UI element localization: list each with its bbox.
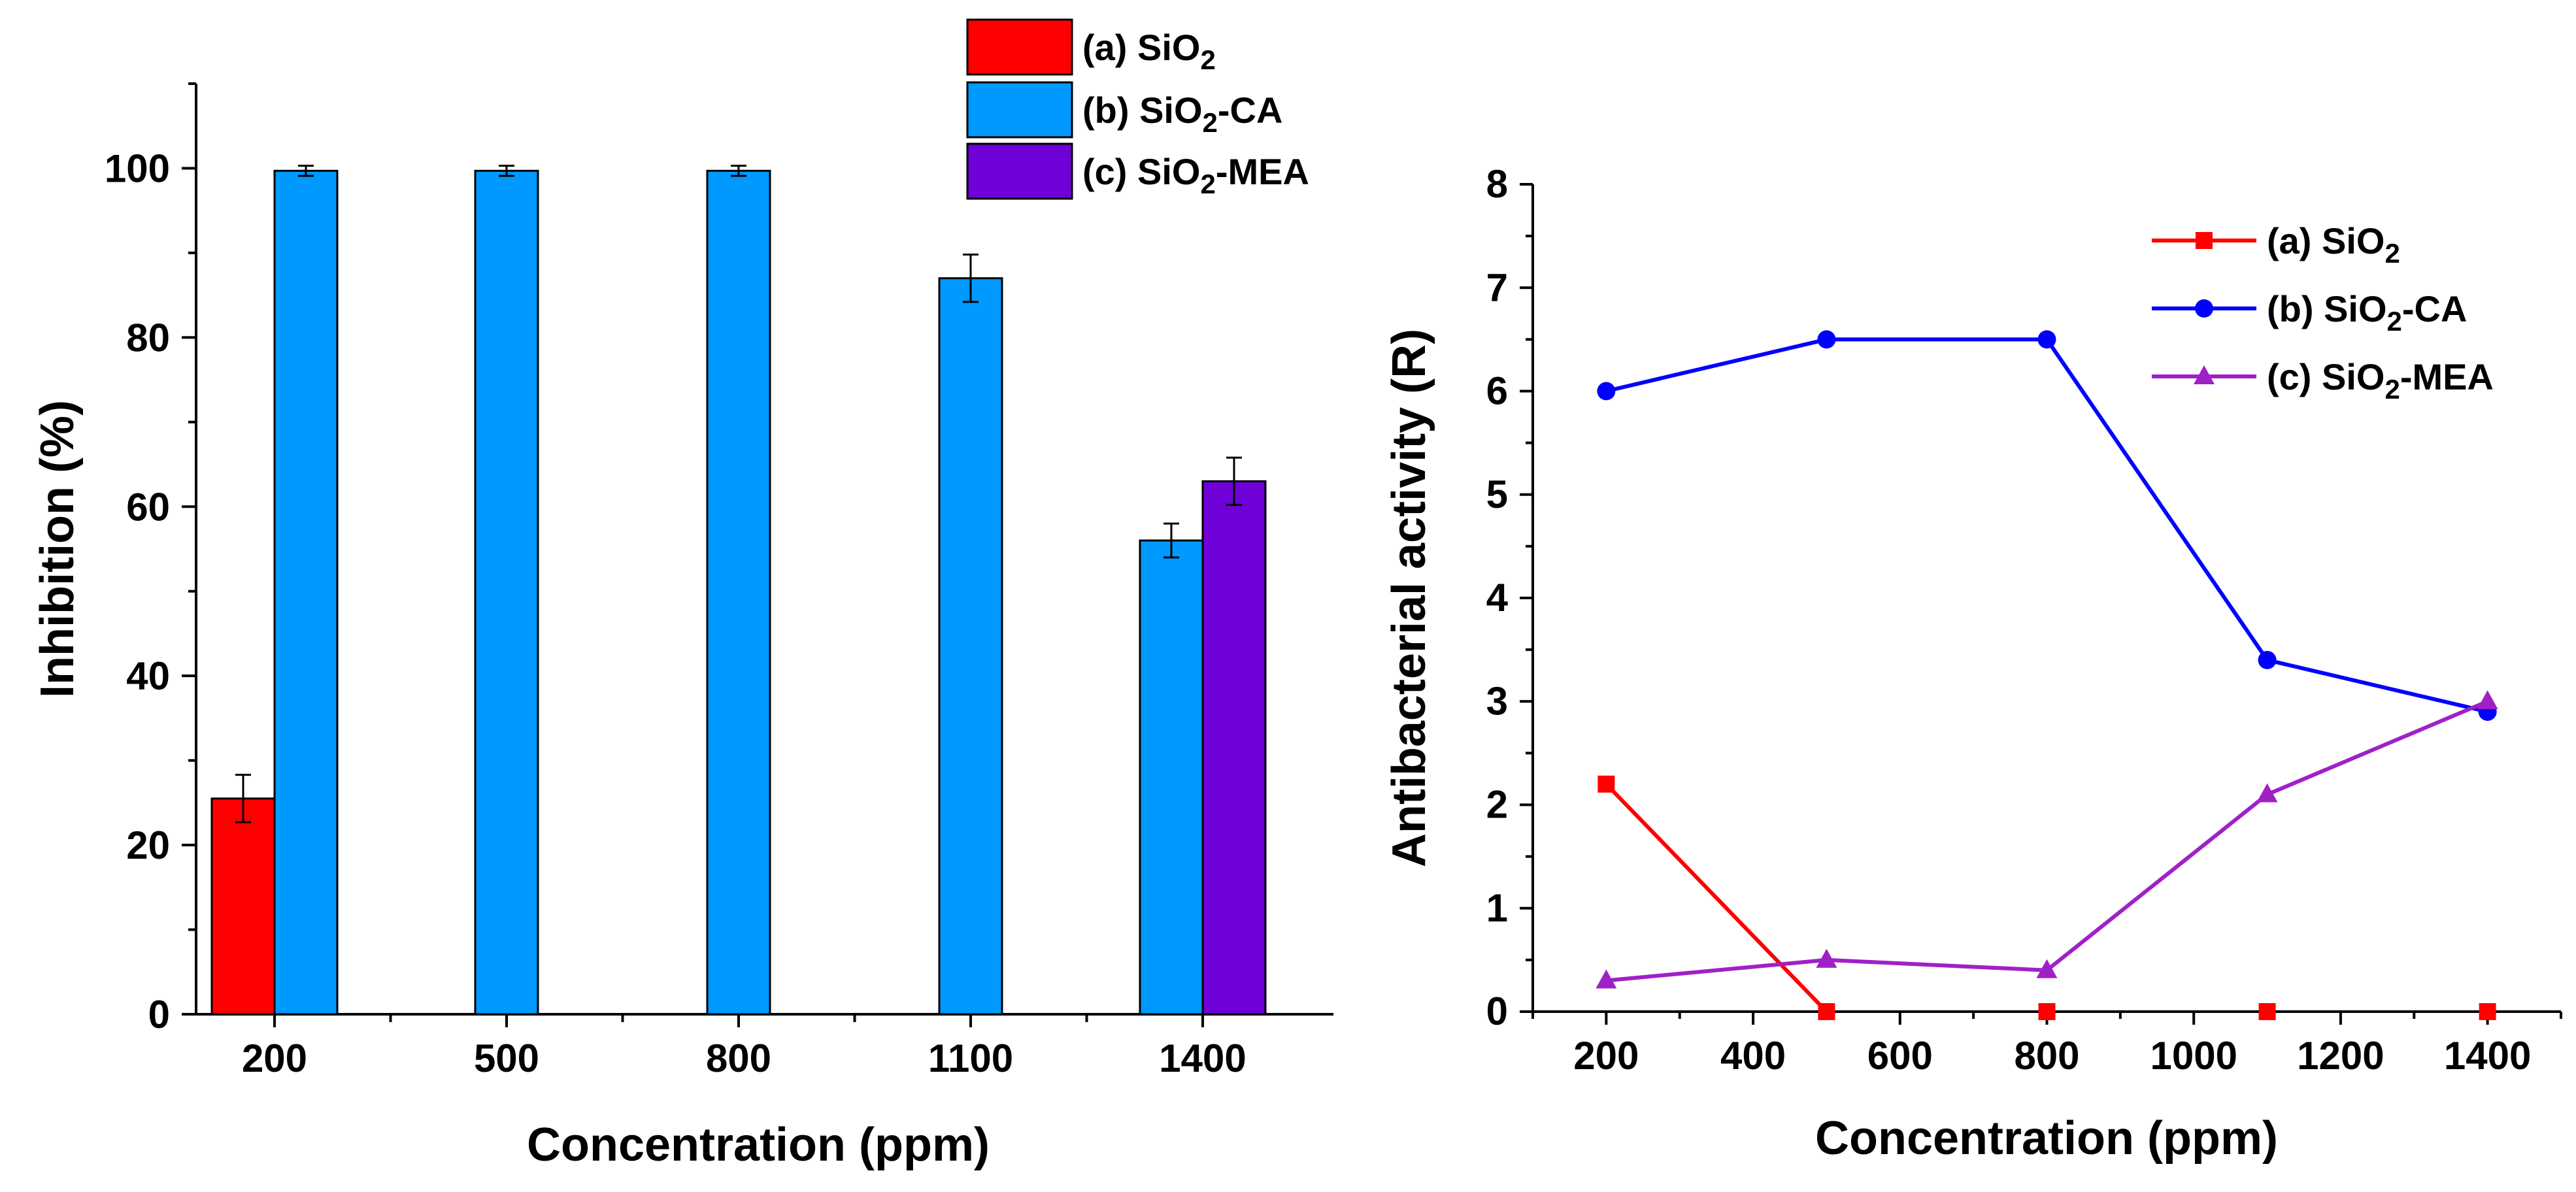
line-y-axis-title: Antibacterial activity (R) [1383, 329, 1435, 867]
line-y-tick-label: 2 [1486, 783, 1508, 827]
point-0-3 [2258, 1003, 2276, 1020]
bar-legend-swatch-1 [966, 81, 1073, 139]
point-0-2 [2038, 1003, 2056, 1020]
bar-1-3 [938, 277, 1003, 1016]
line-legend-label-2: (c) SiO2-MEA [2267, 356, 2494, 405]
bar-x-tick-label: 800 [706, 1036, 771, 1080]
line-y-tick-label: 8 [1486, 162, 1508, 206]
bar-y-tick-label: 80 [126, 316, 170, 359]
bar-y-axis-title: Inhibition (%) [31, 400, 84, 698]
bar-y-tick-label: 60 [126, 485, 170, 529]
bar-x-tick-label: 1100 [928, 1036, 1013, 1080]
bar-x-tick-label: 1400 [1159, 1036, 1246, 1080]
bar-y-tick-label: 0 [148, 993, 170, 1036]
point-2-2 [2036, 959, 2058, 978]
line-legend-marker-2 [2194, 365, 2215, 384]
line-y-tick-label: 5 [1486, 472, 1508, 516]
line-y-tick-label: 3 [1486, 679, 1508, 723]
point-2-1 [1816, 948, 1837, 968]
line-y-tick-label: 0 [1486, 989, 1508, 1033]
line-y-tick-label: 1 [1486, 886, 1508, 930]
point-1-1 [1817, 330, 1836, 349]
bar-0-0 [210, 797, 276, 1016]
bar-1-0 [273, 169, 339, 1016]
bar-legend-label-2: (c) SiO2-MEA [1082, 151, 1309, 199]
line-x-tick-label: 1200 [2297, 1034, 2384, 1078]
bar-legend-label-1: (b) SiO2-CA [1082, 90, 1282, 138]
line-legend-marker-0 [2196, 232, 2213, 249]
point-2-3 [2256, 783, 2278, 803]
point-0-1 [1818, 1003, 1835, 1020]
line-chart: 0 1 2 3 4 5 6 7 8 200 400 600 800 1000 1200 1400 Concent… [1383, 162, 2562, 1165]
line-y-tick-label: 7 [1486, 265, 1508, 309]
line-legend-marker-1 [2195, 299, 2213, 318]
line-x-tick-label: 200 [1573, 1034, 1639, 1078]
bar-legend-swatch-0 [966, 18, 1073, 76]
point-1-2 [2037, 330, 2056, 349]
series-line-2 [1606, 699, 2488, 983]
point-2-4 [2477, 690, 2498, 710]
point-0-4 [2479, 1003, 2496, 1020]
series-line-0 [1605, 782, 1828, 1014]
bar-x-axis-title: Concentration (ppm) [527, 1119, 990, 1171]
bar-y-tick-label: 20 [126, 823, 170, 867]
point-1-3 [2258, 650, 2277, 669]
bar-y-tick-label: 40 [126, 654, 170, 698]
bar-legend-label-0: (a) SiO2 [1082, 27, 1216, 75]
bar-1-2 [706, 169, 771, 1016]
bar-legend-swatch-2 [966, 142, 1073, 200]
point-0-0 [1597, 775, 1615, 793]
line-y-tick-label: 4 [1486, 576, 1509, 620]
line-x-tick-label: 1000 [2150, 1034, 2237, 1078]
bar-y-tick-label: 100 [105, 146, 170, 190]
line-legend-label-0: (a) SiO2 [2267, 220, 2400, 269]
bar-1-4 [1139, 539, 1204, 1016]
point-1-0 [1597, 382, 1616, 401]
bar-2-4 [1201, 480, 1267, 1016]
line-legend-label-1: (b) SiO2-CA [2267, 288, 2467, 337]
line-x-tick-label: 400 [1720, 1034, 1786, 1078]
bar-1-1 [474, 169, 539, 1016]
line-x-tick-label: 600 [1867, 1034, 1933, 1078]
line-x-tick-label: 800 [2014, 1034, 2079, 1078]
line-x-tick-label: 1400 [2444, 1034, 2531, 1078]
line-x-axis-title: Concentration (ppm) [1815, 1112, 2278, 1165]
line-y-tick-label: 6 [1486, 369, 1508, 413]
bar-x-tick-label: 200 [242, 1036, 307, 1080]
bar-chart: 0 20 40 60 80 100 200 500 800 1100 1400 Concentrati… [31, 18, 1333, 1171]
point-2-0 [1596, 969, 1617, 989]
bar-x-tick-label: 500 [474, 1036, 539, 1080]
